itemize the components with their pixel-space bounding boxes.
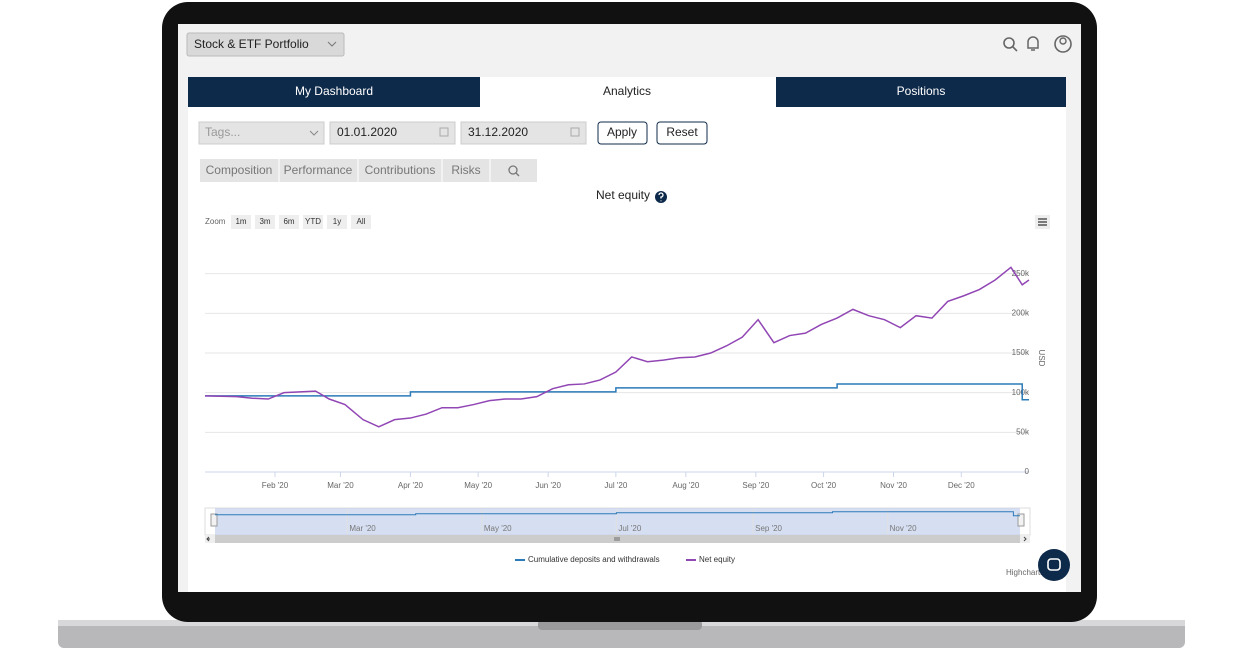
chevron: [327, 41, 337, 47]
bell-icon[interactable]: [1027, 36, 1039, 51]
navigator-handle[interactable]: [210, 513, 218, 527]
scroll-right[interactable]: [1023, 536, 1027, 542]
y-tick-label: 150k: [1012, 348, 1030, 357]
chart-title: Net equity: [596, 188, 650, 202]
scroll-left[interactable]: [206, 536, 210, 542]
subtab[interactable]: Performance: [284, 163, 353, 177]
user-icon-head: [1059, 37, 1067, 45]
chevron: [309, 130, 319, 136]
zoom-label: Zoom: [205, 217, 226, 226]
y-tick-label: 250k: [1012, 269, 1030, 278]
menu-icon: [1038, 218, 1047, 226]
apply-button[interactable]: [597, 121, 648, 145]
tags-select[interactable]: [198, 121, 325, 145]
portfolio-select[interactable]: [186, 32, 345, 57]
x-tick-label: Feb '20: [262, 481, 289, 490]
y-axis-title: USD: [1037, 350, 1046, 367]
scrollbar-grip: [614, 537, 620, 541]
y-tick-label: 100k: [1012, 388, 1030, 397]
apply-label: Apply: [607, 125, 637, 139]
reset-label: Reset: [666, 125, 698, 139]
laptop-notch: [538, 620, 702, 630]
zoom-button-label: 1m: [235, 217, 246, 226]
start-date[interactable]: [329, 121, 456, 145]
x-tick-label: Mar '20: [327, 481, 354, 490]
user-icon[interactable]: [1054, 35, 1072, 53]
reset-button[interactable]: [656, 121, 708, 145]
x-tick-label: Dec '20: [948, 481, 975, 490]
zoom-button-label: 3m: [259, 217, 270, 226]
zoom-button[interactable]: [279, 215, 299, 229]
chat-button[interactable]: [1038, 549, 1070, 581]
search-icon[interactable]: [1003, 37, 1015, 49]
calendar-icon: [439, 127, 449, 137]
navigator-tick-label: May '20: [484, 524, 512, 533]
zoom-button-label: 6m: [283, 217, 294, 226]
zoom-button-label: YTD: [305, 217, 321, 226]
y-tick-label: 200k: [1012, 308, 1030, 317]
credits: Highcharts.com: [1006, 568, 1062, 577]
end-date-text: 31.12.2020: [468, 125, 528, 139]
help-glyph: [658, 192, 664, 202]
legend-label[interactable]: Net equity: [699, 555, 735, 564]
series-line: [204, 266, 1030, 428]
y-tick-label: 50k: [1016, 427, 1030, 436]
x-tick-label: Oct '20: [811, 481, 837, 490]
x-tick-label: Nov '20: [880, 481, 907, 490]
tab-label: Analytics: [603, 84, 651, 98]
zoom-button[interactable]: [351, 215, 371, 229]
calendar-icon: [570, 127, 580, 137]
legend-label[interactable]: Cumulative deposits and withdrawals: [528, 555, 660, 564]
tab[interactable]: [188, 77, 480, 107]
tab-label: My Dashboard: [295, 84, 373, 98]
chart: 1m 3m 6m YTD 1y All 0 50k 100k 150k 200k 250k Feb '2…: [204, 215, 1030, 564]
end-date[interactable]: [460, 121, 587, 145]
x-tick-label: Apr '20: [398, 481, 424, 490]
laptop-base: [58, 620, 1185, 648]
x-tick-label: Sep '20: [742, 481, 769, 490]
zoom-button-label: All: [357, 217, 366, 226]
navigator-tick-label: Sep '20: [755, 524, 782, 533]
zoom-button-label: 1y: [333, 217, 341, 226]
x-tick-label: Aug '20: [672, 481, 699, 490]
navigator-handle[interactable]: [1017, 513, 1025, 527]
tab[interactable]: [776, 77, 1066, 107]
chat-icon: [1047, 558, 1061, 571]
subtab[interactable]: Risks: [451, 163, 480, 177]
series-line: [205, 383, 1029, 401]
subtab[interactable]: Contributions: [365, 163, 436, 177]
x-tick-label: Jul '20: [604, 481, 627, 490]
subtab[interactable]: Composition: [206, 163, 273, 177]
zoom-button[interactable]: [327, 215, 347, 229]
navigator-line: [215, 511, 1020, 517]
x-tick-label: Jun '20: [535, 481, 561, 490]
zoom-button[interactable]: [255, 215, 275, 229]
search-icon[interactable]: [508, 165, 518, 175]
navigator-tick-label: Jul '20: [618, 524, 641, 533]
search-icon-handle: [515, 172, 520, 177]
zoom-button[interactable]: [231, 215, 251, 229]
tags-placeholder: Tags...: [205, 125, 240, 139]
y-tick-label: 0: [1025, 467, 1030, 476]
search-icon-handle: [1012, 46, 1018, 52]
start-date-text: 01.01.2020: [337, 125, 397, 139]
navigator-tick-label: Nov '20: [890, 524, 917, 533]
portfolio-name: Stock & ETF Portfolio: [194, 37, 309, 51]
scrollbar-thumb[interactable]: [215, 535, 1020, 543]
zoom-button[interactable]: [303, 215, 323, 229]
navigator-tick-label: Mar '20: [349, 524, 376, 533]
subtab-bar: [200, 159, 537, 182]
tab-label: Positions: [897, 84, 946, 98]
x-tick-label: May '20: [464, 481, 492, 490]
